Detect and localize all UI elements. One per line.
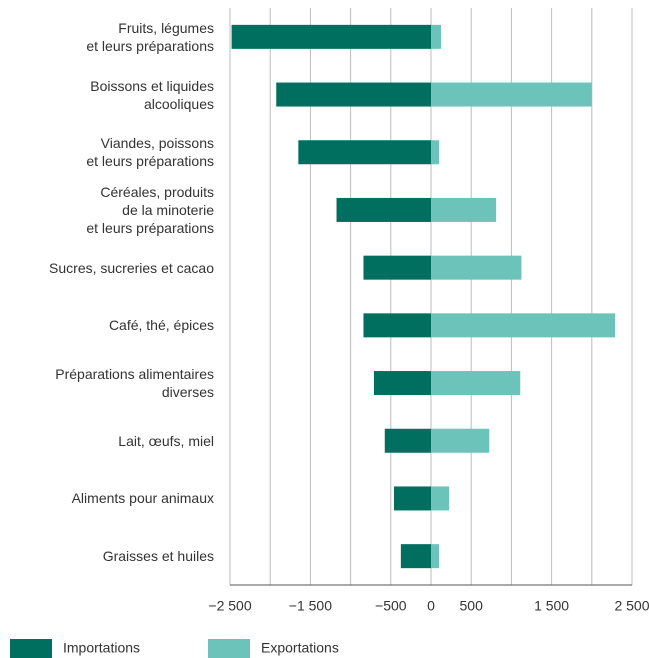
x-tick-label: 0: [427, 598, 435, 614]
x-tick-label: −500: [375, 598, 407, 614]
bar: [363, 313, 431, 338]
bar: [431, 428, 490, 453]
bar: [363, 255, 431, 280]
category-label: Fruits, légumes et leurs préparations: [86, 19, 214, 54]
x-tick-label: −1 500: [289, 598, 332, 614]
legend-label: Importations: [63, 640, 140, 656]
bar: [373, 371, 431, 396]
bar: [431, 486, 450, 511]
bar: [384, 428, 431, 453]
bar: [298, 140, 431, 165]
category-label: Graisses et huiles: [102, 548, 214, 565]
bar: [276, 82, 431, 107]
legend-swatch: [10, 639, 52, 658]
legend-label: Exportations: [261, 640, 339, 656]
bar: [431, 255, 522, 280]
category-label: Sucres, sucreries et cacao: [49, 259, 214, 276]
bar: [400, 544, 431, 569]
category-label: Aliments pour animaux: [71, 490, 214, 507]
bar: [431, 371, 521, 396]
category-label: Café, thé, épices: [108, 317, 214, 334]
bar: [394, 486, 431, 511]
bar: [231, 24, 431, 49]
bar: [431, 313, 616, 338]
category-label: Céréales, produits de la minoterie et le…: [86, 183, 214, 236]
legend-swatch: [208, 639, 250, 658]
bar: [431, 544, 440, 569]
x-tick-label: −2 500: [208, 598, 251, 614]
x-tick-label: 2 500: [614, 598, 649, 614]
category-label: Préparations alimentaires diverses: [55, 366, 214, 401]
category-label: Boissons et liquides alcooliques: [90, 77, 214, 112]
x-tick-label: 1 500: [534, 598, 569, 614]
bar: [431, 82, 592, 107]
bar: [336, 197, 431, 222]
bar: [431, 197, 497, 222]
category-label: Viandes, poissons et leurs préparations: [86, 135, 214, 170]
bar: [431, 140, 440, 165]
x-tick-label: 500: [460, 598, 484, 614]
category-label: Lait, œufs, miel: [118, 432, 214, 449]
bar: [431, 24, 442, 49]
